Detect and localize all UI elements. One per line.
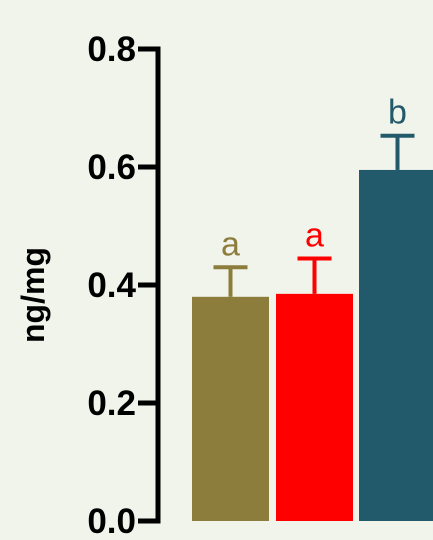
y-tick-label-3: 0.6 bbox=[87, 148, 136, 187]
significance-label-2: a bbox=[305, 216, 324, 254]
bar-2 bbox=[276, 293, 353, 521]
y-axis-label: ng/mg bbox=[15, 247, 51, 343]
y-tick-label-0: 0.0 bbox=[87, 502, 136, 540]
significance-label-3: b bbox=[388, 94, 407, 132]
y-tick-label-4: 0.8 bbox=[87, 30, 136, 69]
significance-label-1: a bbox=[221, 225, 240, 263]
y-tick-label-1: 0.2 bbox=[87, 384, 136, 423]
bar-3 bbox=[359, 169, 433, 521]
bar-1 bbox=[192, 296, 269, 521]
y-tick-label-2: 0.4 bbox=[87, 266, 136, 305]
